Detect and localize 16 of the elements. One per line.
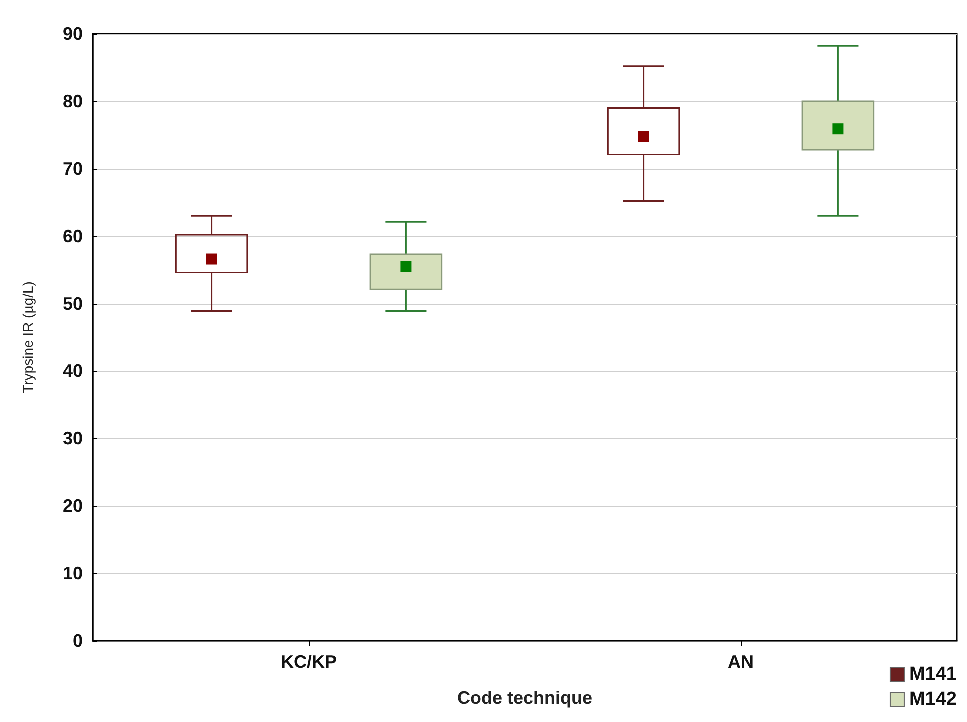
y-tick-label: 40: [62, 361, 83, 382]
legend-label: M142: [909, 689, 958, 710]
x-tick-label: KC/KP: [280, 652, 338, 672]
y-tick-label: 50: [62, 294, 83, 314]
x-tick-label: AN: [728, 652, 754, 672]
y-tick-label: 30: [62, 428, 83, 449]
y-tick-label: 60: [62, 226, 83, 246]
y-axis-title: Trypsine IR (µg/L): [20, 282, 36, 394]
x-axis-title: Code technique: [457, 688, 593, 708]
legend-label: M141: [909, 664, 958, 685]
y-tick-label: 20: [62, 496, 83, 516]
y-tick-label: 90: [62, 24, 83, 44]
y-tick-label: 10: [62, 564, 83, 584]
y-tick-label: 80: [62, 91, 83, 112]
y-tick-label: 70: [62, 158, 83, 179]
y-tick-label: 0: [72, 631, 83, 651]
